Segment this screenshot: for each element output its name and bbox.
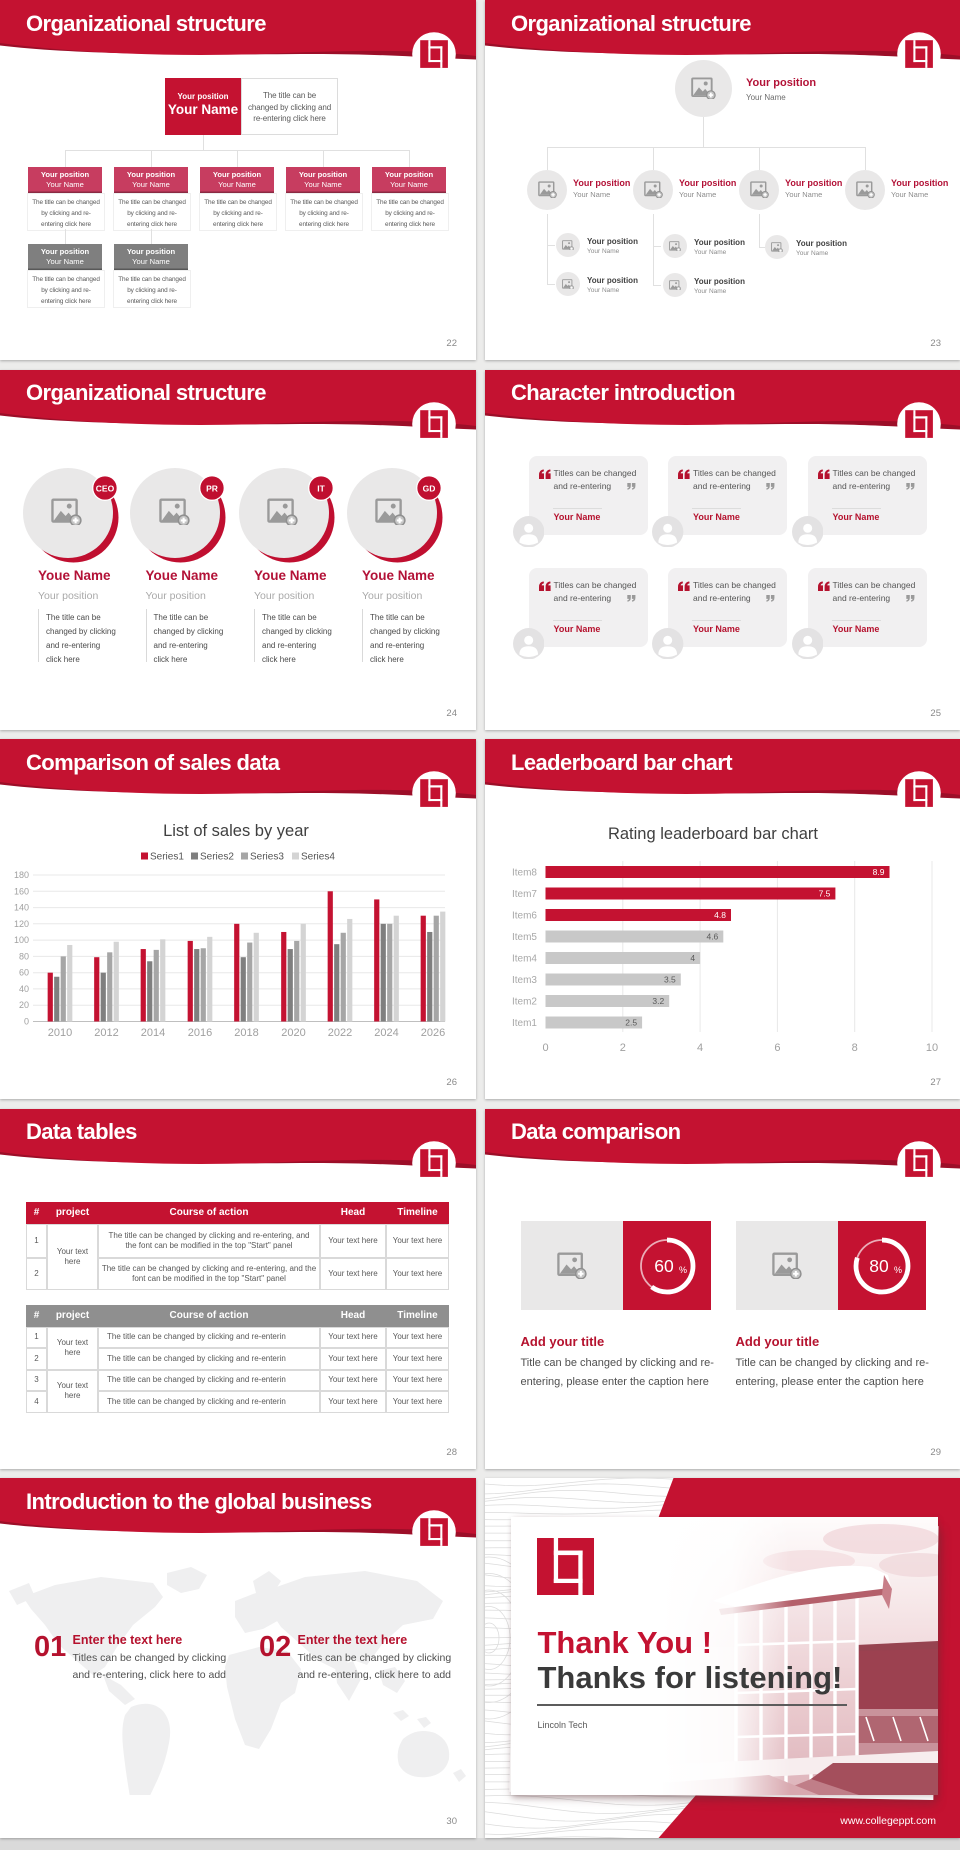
svg-text:2024: 2024 xyxy=(374,1027,398,1039)
svg-text:Item3: Item3 xyxy=(512,975,537,986)
svg-text:80: 80 xyxy=(869,1256,889,1276)
svg-text:Series4: Series4 xyxy=(301,852,335,863)
svg-text:2016: 2016 xyxy=(188,1027,212,1039)
svg-text:60: 60 xyxy=(654,1256,674,1276)
svg-text:2022: 2022 xyxy=(328,1027,352,1039)
svg-text:80: 80 xyxy=(19,951,29,961)
svg-text:Item6: Item6 xyxy=(512,911,537,922)
svg-text:Series3: Series3 xyxy=(250,852,284,863)
svg-text:0: 0 xyxy=(24,1017,29,1027)
svg-text:Item4: Item4 xyxy=(512,954,537,965)
svg-text:Item8: Item8 xyxy=(512,868,537,879)
svg-text:6: 6 xyxy=(774,1042,780,1054)
svg-text:60: 60 xyxy=(19,968,29,978)
svg-text:Series2: Series2 xyxy=(200,852,234,863)
svg-text:4.8: 4.8 xyxy=(714,910,726,920)
svg-text:2026: 2026 xyxy=(421,1027,445,1039)
svg-text:20: 20 xyxy=(19,1000,29,1010)
svg-text:8.9: 8.9 xyxy=(873,867,885,877)
svg-text:2020: 2020 xyxy=(281,1027,305,1039)
svg-text:2014: 2014 xyxy=(141,1027,165,1039)
svg-text:Item7: Item7 xyxy=(512,889,537,900)
svg-text:2.5: 2.5 xyxy=(625,1018,637,1028)
svg-text:IT: IT xyxy=(317,483,325,493)
svg-text:GD: GD xyxy=(422,483,435,493)
svg-text:2018: 2018 xyxy=(234,1027,258,1039)
svg-text:%: % xyxy=(679,1265,687,1275)
svg-text:4: 4 xyxy=(697,1042,703,1054)
svg-text:2012: 2012 xyxy=(94,1027,118,1039)
svg-text:PR: PR xyxy=(206,483,218,493)
svg-text:160: 160 xyxy=(14,886,29,896)
svg-text:Item5: Item5 xyxy=(512,932,537,943)
svg-text:4: 4 xyxy=(690,953,695,963)
svg-text:Item2: Item2 xyxy=(512,997,537,1008)
svg-text:140: 140 xyxy=(14,903,29,913)
svg-text:2010: 2010 xyxy=(48,1027,72,1039)
svg-text:%: % xyxy=(894,1265,902,1275)
svg-text:8: 8 xyxy=(852,1042,858,1054)
svg-text:Rating leaderboard bar chart: Rating leaderboard bar chart xyxy=(608,825,818,843)
svg-text:180: 180 xyxy=(14,870,29,880)
svg-text:10: 10 xyxy=(926,1042,938,1054)
svg-text:100: 100 xyxy=(14,935,29,945)
svg-text:Series1: Series1 xyxy=(150,852,184,863)
svg-text:Item1: Item1 xyxy=(512,1018,537,1029)
svg-text:2: 2 xyxy=(620,1042,626,1054)
svg-text:7.5: 7.5 xyxy=(819,889,831,899)
svg-text:CEO: CEO xyxy=(95,483,114,493)
svg-text:3.5: 3.5 xyxy=(664,975,676,985)
svg-text:0: 0 xyxy=(542,1042,548,1054)
svg-text:40: 40 xyxy=(19,984,29,994)
svg-text:4.6: 4.6 xyxy=(706,932,718,942)
svg-text:120: 120 xyxy=(14,919,29,929)
svg-text:3.2: 3.2 xyxy=(652,996,664,1006)
svg-text:List of sales by year: List of sales by year xyxy=(163,822,309,840)
